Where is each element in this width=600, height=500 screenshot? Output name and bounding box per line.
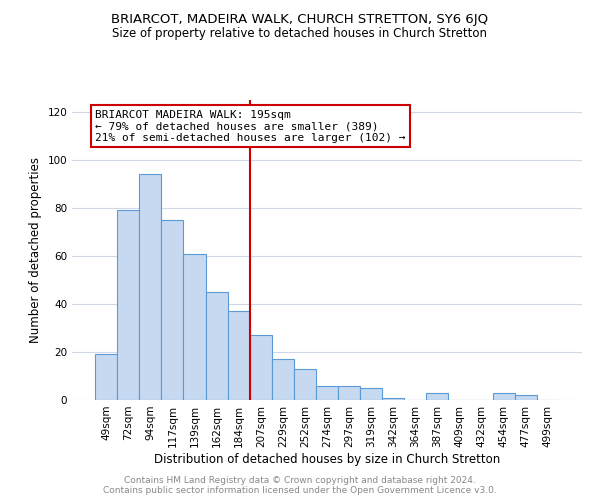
Y-axis label: Number of detached properties: Number of detached properties — [29, 157, 42, 343]
Text: BRIARCOT, MADEIRA WALK, CHURCH STRETTON, SY6 6JQ: BRIARCOT, MADEIRA WALK, CHURCH STRETTON,… — [112, 12, 488, 26]
Bar — [316, 386, 338, 400]
Bar — [272, 359, 294, 400]
Text: Contains HM Land Registry data © Crown copyright and database right 2024.: Contains HM Land Registry data © Crown c… — [124, 476, 476, 485]
Bar — [427, 393, 448, 400]
Bar — [139, 174, 161, 400]
Bar — [206, 292, 227, 400]
Bar — [161, 220, 184, 400]
X-axis label: Distribution of detached houses by size in Church Stretton: Distribution of detached houses by size … — [154, 452, 500, 466]
Text: Size of property relative to detached houses in Church Stretton: Size of property relative to detached ho… — [113, 28, 487, 40]
Bar — [250, 335, 272, 400]
Bar — [184, 254, 206, 400]
Bar — [382, 398, 404, 400]
Bar — [95, 354, 117, 400]
Bar — [294, 369, 316, 400]
Bar — [338, 386, 360, 400]
Text: Contains public sector information licensed under the Open Government Licence v3: Contains public sector information licen… — [103, 486, 497, 495]
Text: BRIARCOT MADEIRA WALK: 195sqm
← 79% of detached houses are smaller (389)
21% of : BRIARCOT MADEIRA WALK: 195sqm ← 79% of d… — [95, 110, 406, 143]
Bar — [360, 388, 382, 400]
Bar — [227, 311, 250, 400]
Bar — [117, 210, 139, 400]
Bar — [515, 395, 537, 400]
Bar — [493, 393, 515, 400]
